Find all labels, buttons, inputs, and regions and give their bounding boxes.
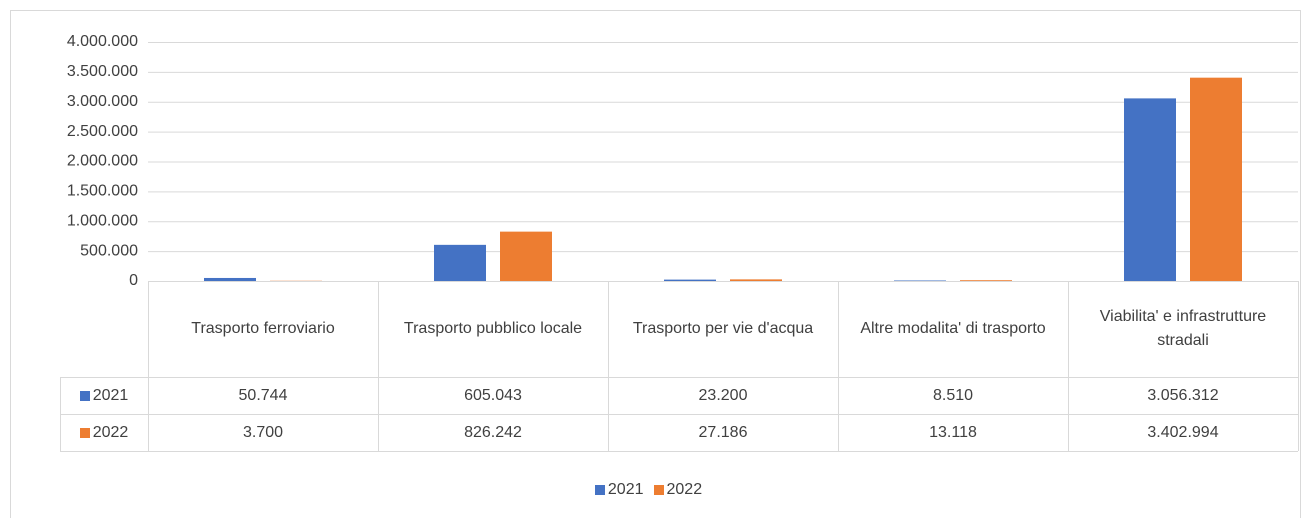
category-label: Trasporto ferroviario (191, 320, 335, 337)
y-tick-label: 4.000.000 (67, 33, 138, 50)
data-value: 3.056.312 (1147, 386, 1219, 404)
y-tick-label: 0 (129, 272, 138, 289)
legend: 2021 2022 (0, 475, 1307, 505)
y-tick-label: 500.000 (80, 242, 138, 259)
series-name: 2021 (92, 386, 129, 404)
data-value: 8.510 (932, 386, 974, 404)
y-tick-label: 2.500.000 (67, 123, 138, 140)
category-label: Trasporto pubblico locale (403, 320, 583, 337)
y-tick-label: 1.500.000 (67, 183, 138, 200)
y-tick-label: 1.000.000 (67, 212, 138, 229)
category-label: Viabilita' e infrastrutture stradali (1099, 308, 1267, 349)
y-tick-label: 2.000.000 (67, 153, 138, 170)
series-name: 2022 (92, 423, 129, 441)
y-tick-label: 3.500.000 (67, 63, 138, 80)
legend-key (594, 485, 605, 495)
category-label: Trasporto per vie d'acqua (632, 320, 814, 337)
bar (960, 280, 1012, 281)
bar (894, 280, 946, 281)
bar (664, 279, 716, 281)
data-value: 23.200 (698, 386, 748, 404)
legend-key (653, 485, 664, 495)
data-value: 13.118 (929, 423, 977, 441)
data-value: 3.700 (242, 423, 284, 441)
category-label: Altre modalita' di trasporto (860, 320, 1046, 337)
data-value: 50.744 (238, 386, 288, 404)
data-value: 3.402.994 (1147, 423, 1219, 441)
chart-border (10, 10, 1301, 518)
table-legend: 2022 (60, 414, 148, 451)
data-value: 605.043 (464, 386, 522, 404)
legend-label: 2021 (607, 481, 644, 498)
bar (204, 277, 256, 281)
bar (1124, 98, 1176, 281)
bar (434, 244, 486, 281)
bar (500, 231, 552, 281)
table-legend: 2021 (60, 377, 148, 414)
data-value: 826.242 (464, 423, 522, 441)
y-tick-label: 3.000.000 (67, 93, 138, 110)
data-value: 27.186 (698, 423, 748, 441)
bar (1190, 77, 1242, 281)
legend-key (79, 390, 90, 401)
legend-label: 2022 (666, 481, 703, 498)
legend-key (79, 427, 90, 438)
bar (730, 279, 782, 281)
